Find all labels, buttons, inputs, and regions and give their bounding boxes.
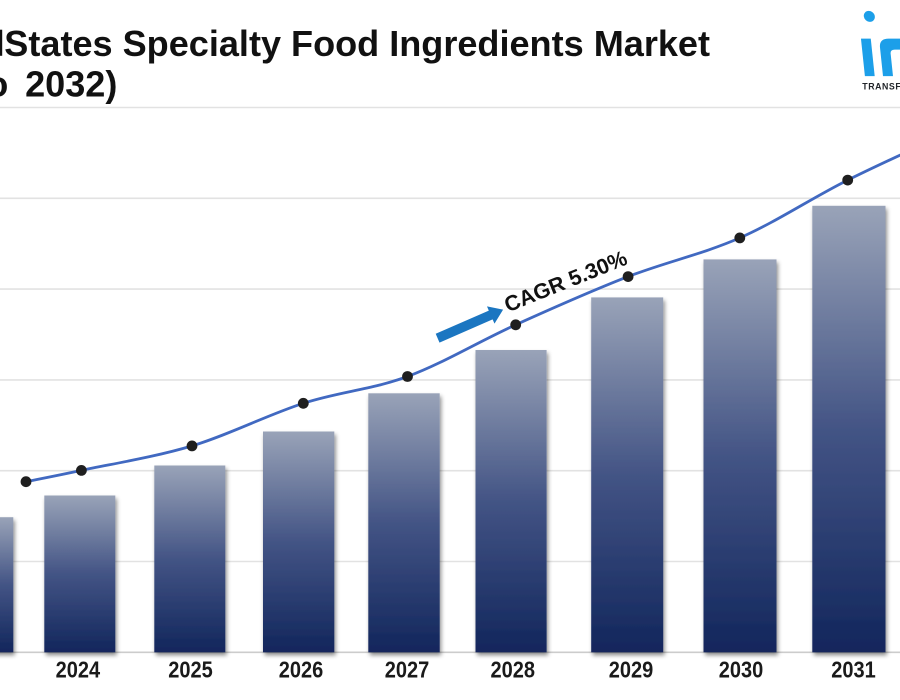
svg-text:2027: 2027 bbox=[385, 657, 430, 683]
svg-text:2028: 2028 bbox=[491, 657, 536, 683]
svg-text:2024: 2024 bbox=[56, 657, 101, 683]
svg-text:2031: 2031 bbox=[831, 657, 876, 683]
svg-text:2026: 2026 bbox=[279, 657, 324, 683]
svg-text:2025: 2025 bbox=[168, 657, 213, 683]
svg-text:States Specialty Food Ingredie: States Specialty Food Ingredients Market bbox=[4, 23, 710, 64]
svg-text:TRANSFORMING: TRANSFORMING bbox=[862, 82, 900, 92]
svg-text:2030: 2030 bbox=[719, 657, 764, 683]
svg-text:o: o bbox=[0, 64, 8, 105]
svg-text:2029: 2029 bbox=[609, 657, 654, 683]
svg-text:2032): 2032) bbox=[25, 64, 117, 105]
